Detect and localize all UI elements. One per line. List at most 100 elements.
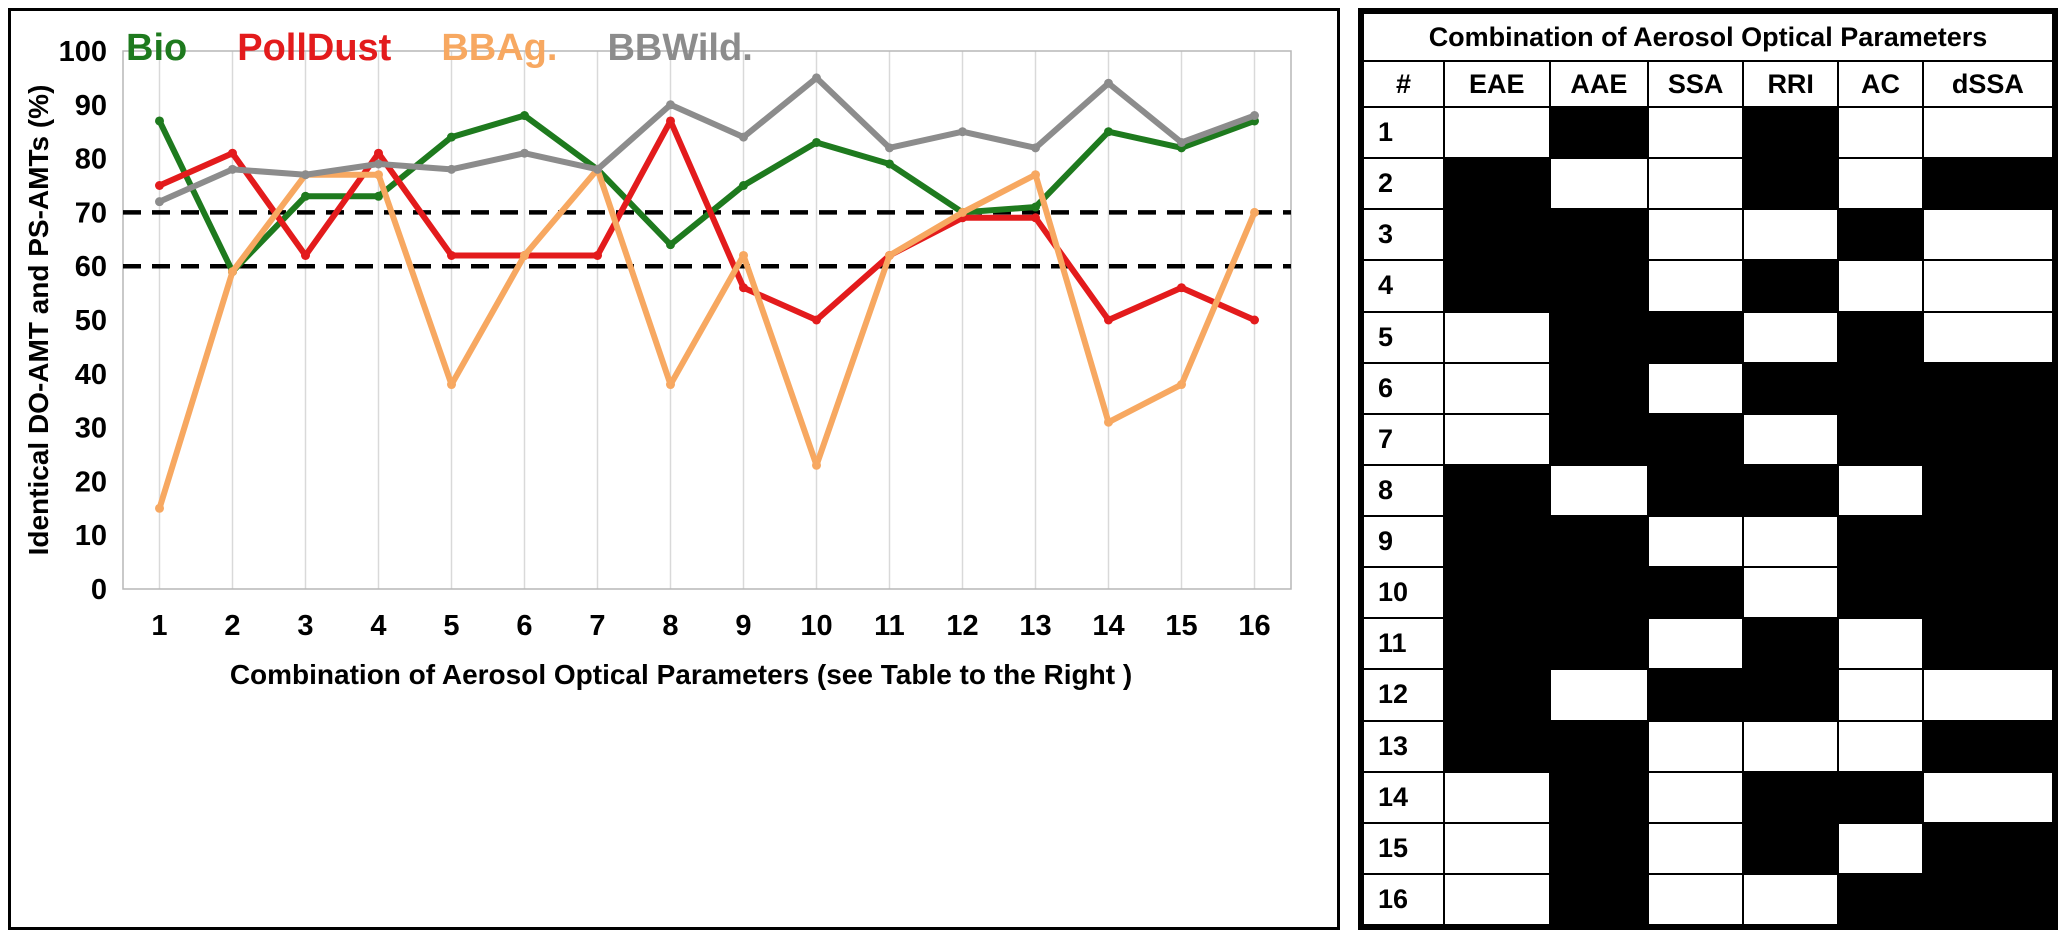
- series-point: [1031, 213, 1040, 223]
- param-cell-filled: [1548, 259, 1650, 313]
- param-cell-filled: [1742, 463, 1840, 518]
- param-cell-filled: [1921, 821, 2055, 875]
- param-cell-empty: [1837, 719, 1924, 773]
- y-tick-label: 20: [75, 466, 107, 498]
- param-cell-filled: [1742, 668, 1840, 722]
- column-header-num: #: [1362, 60, 1445, 108]
- series-point: [520, 148, 529, 158]
- parameter-table-panel: Combination of Aerosol Optical Parameter…: [1358, 8, 2058, 930]
- series-point: [374, 159, 383, 169]
- param-cell-filled: [1837, 208, 1924, 262]
- series-point: [155, 116, 164, 126]
- param-cell-filled: [1921, 157, 2055, 211]
- series-point: [885, 250, 894, 260]
- series-point: [812, 73, 821, 83]
- param-cell-empty: [1442, 872, 1551, 927]
- y-tick-label: 60: [75, 251, 107, 283]
- table-row: 9: [1362, 514, 2055, 569]
- param-cell-empty: [1921, 310, 2055, 364]
- table-title: Combination of Aerosol Optical Parameter…: [1362, 12, 2054, 62]
- row-number: 13: [1362, 719, 1445, 773]
- series-point: [812, 315, 821, 325]
- chart-legend: Bio PollDust BBAg. BBWild.: [126, 27, 753, 70]
- param-cell-empty: [1921, 208, 2055, 262]
- legend-item-bbwild: BBWild.: [607, 27, 753, 69]
- param-cell-empty: [1442, 412, 1551, 466]
- series-point: [374, 148, 383, 158]
- x-tick-label: 4: [370, 610, 386, 642]
- param-cell-empty: [1647, 208, 1745, 262]
- y-tick-label: 50: [75, 305, 107, 337]
- series-point: [666, 240, 675, 250]
- param-cell-filled: [1742, 157, 1840, 211]
- param-cell-empty: [1742, 514, 1840, 569]
- series-point: [666, 100, 675, 110]
- series-point: [228, 164, 237, 174]
- column-header-SSA: SSA: [1647, 60, 1745, 108]
- series-point: [301, 191, 310, 201]
- x-tick-label: 7: [589, 610, 605, 642]
- series-point: [155, 197, 164, 207]
- series-line-PollDust: [156, 117, 1258, 323]
- param-cell-empty: [1742, 310, 1840, 364]
- y-tick-label: 10: [75, 520, 107, 552]
- table-row: 15: [1362, 821, 2055, 875]
- column-header-dSSA: dSSA: [1921, 60, 2055, 108]
- param-cell-filled: [1837, 361, 1924, 415]
- x-tick-label: 5: [443, 610, 459, 642]
- param-cell-filled: [1647, 310, 1745, 364]
- x-tick-label: 14: [1092, 610, 1124, 642]
- param-cell-filled: [1921, 617, 2055, 671]
- series-point: [1104, 78, 1113, 88]
- legend-item-bbag: BBAg.: [441, 27, 558, 69]
- series-point: [666, 380, 675, 390]
- series-line-BBAg.: [156, 166, 1258, 512]
- param-cell-empty: [1647, 157, 1745, 211]
- series-point: [520, 111, 529, 121]
- param-cell-empty: [1647, 361, 1745, 415]
- param-cell-empty: [1837, 259, 1924, 313]
- plot-border: [122, 50, 1292, 590]
- table-row: 4: [1362, 259, 2055, 313]
- series-point: [1031, 143, 1040, 153]
- param-cell-filled: [1921, 361, 2055, 415]
- param-cell-filled: [1647, 463, 1745, 518]
- param-cell-filled: [1921, 463, 2055, 518]
- row-number: 15: [1362, 821, 1445, 875]
- param-cell-empty: [1742, 566, 1840, 620]
- series-point: [1104, 127, 1113, 137]
- x-tick-label: 12: [946, 610, 978, 642]
- table-row: 2: [1362, 157, 2055, 211]
- param-cell-filled: [1837, 770, 1924, 824]
- series-point: [520, 250, 529, 260]
- series-point: [1031, 202, 1040, 212]
- row-number: 6: [1362, 361, 1445, 415]
- param-cell-filled: [1548, 361, 1650, 415]
- param-cell-filled: [1647, 668, 1745, 722]
- series-point: [739, 283, 748, 293]
- param-cell-empty: [1647, 770, 1745, 824]
- table-row: 10: [1362, 566, 2055, 620]
- param-cell-filled: [1921, 566, 2055, 620]
- row-number: 14: [1362, 770, 1445, 824]
- x-tick-label: 10: [800, 610, 832, 642]
- param-cell-filled: [1742, 259, 1840, 313]
- x-tick-label: 13: [1019, 610, 1051, 642]
- series-point: [447, 250, 456, 260]
- param-cell-empty: [1442, 821, 1551, 875]
- param-cell-empty: [1921, 259, 2055, 313]
- table-row: 5: [1362, 310, 2055, 364]
- row-number: 11: [1362, 617, 1445, 671]
- param-cell-empty: [1921, 668, 2055, 722]
- series-point: [1177, 283, 1186, 293]
- param-cell-empty: [1837, 105, 1924, 160]
- param-cell-empty: [1742, 872, 1840, 927]
- row-number: 4: [1362, 259, 1445, 313]
- table-row: 13: [1362, 719, 2055, 773]
- row-number: 2: [1362, 157, 1445, 211]
- x-tick-label: 11: [874, 610, 905, 642]
- table-row: 11: [1362, 617, 2055, 671]
- param-cell-filled: [1548, 412, 1650, 466]
- param-cell-empty: [1837, 821, 1924, 875]
